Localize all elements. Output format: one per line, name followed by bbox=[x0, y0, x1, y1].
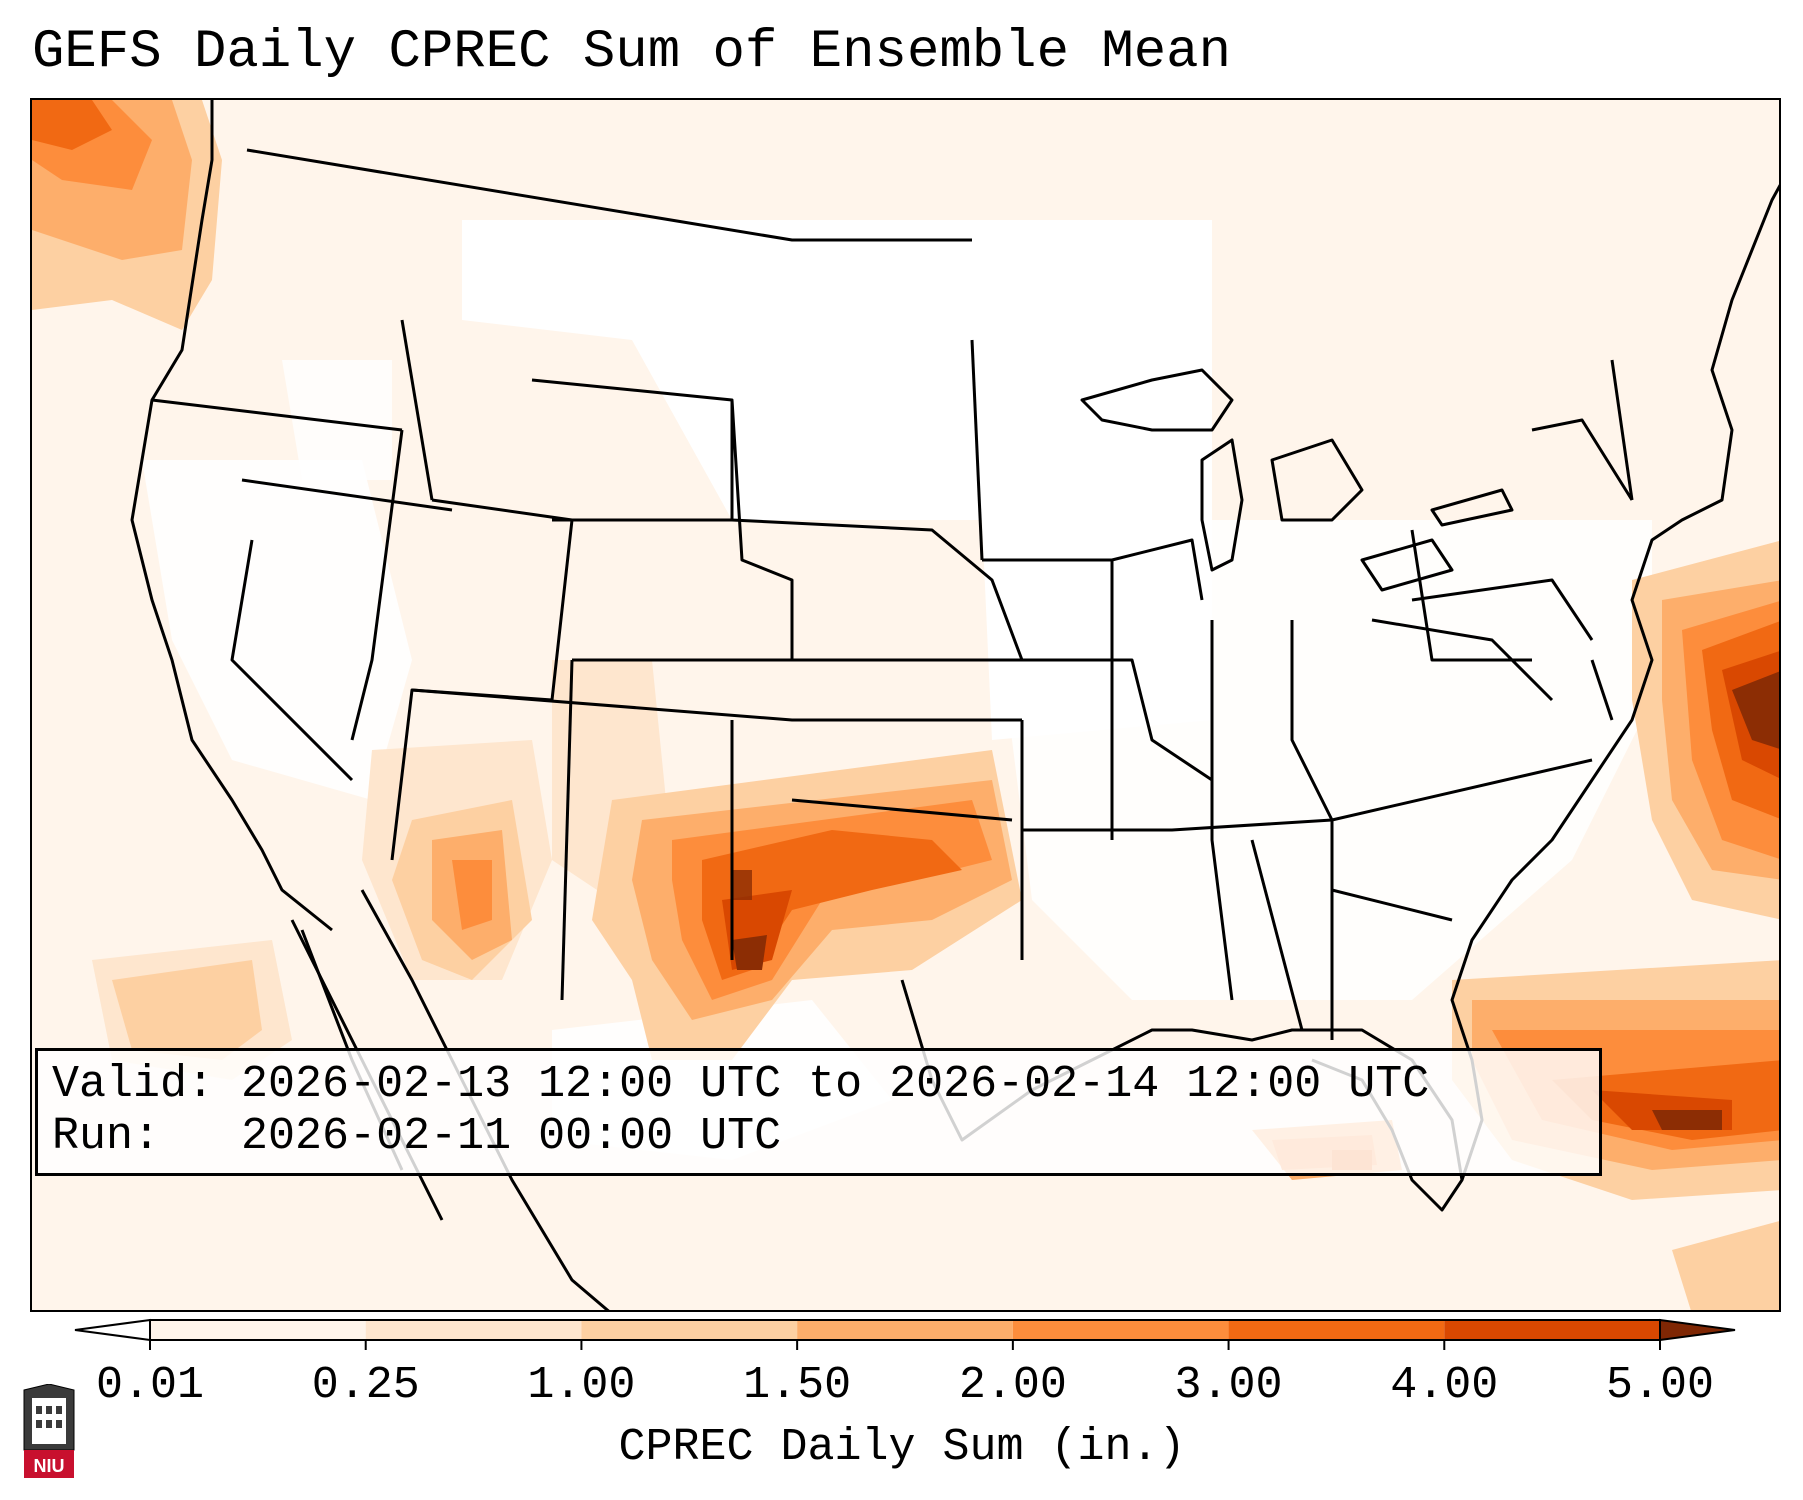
run-label: Run: bbox=[52, 1111, 161, 1162]
valid-label: Valid: bbox=[52, 1059, 215, 1110]
valid-value: 2026-02-13 12:00 UTC to 2026-02-14 12:00… bbox=[241, 1059, 1430, 1110]
colorbar-tick-label: 1.50 bbox=[743, 1360, 852, 1411]
run-line: Run: 2026-02-11 00:00 UTC bbox=[52, 1111, 781, 1162]
colorbar-label: CPREC Daily Sum (in.) bbox=[618, 1422, 1186, 1473]
colorbar-segment bbox=[150, 1320, 366, 1340]
logo-text: NIU bbox=[34, 1456, 65, 1476]
run-value: 2026-02-11 00:00 UTC bbox=[241, 1111, 782, 1162]
colorbar-under-extension bbox=[74, 1318, 151, 1342]
colorbar-tick-label: 4.00 bbox=[1390, 1360, 1499, 1411]
colorbar-segment bbox=[581, 1320, 798, 1340]
colorbar-tick-label: 0.25 bbox=[311, 1360, 420, 1411]
colorbar-tick-label: 0.01 bbox=[95, 1360, 205, 1411]
colorbar-segment bbox=[1228, 1320, 1445, 1340]
colorbar-tick-label: 1.00 bbox=[527, 1360, 636, 1411]
niu-logo-icon: NIU bbox=[23, 1384, 75, 1478]
colorbar-tick-label: 3.00 bbox=[1174, 1360, 1283, 1411]
colorbar-over-extension bbox=[1659, 1318, 1736, 1342]
colorbar-segment bbox=[1012, 1320, 1229, 1340]
info-box: Valid: 2026-02-13 12:00 UTC to 2026-02-1… bbox=[35, 1048, 1602, 1176]
colorbar-segment bbox=[365, 1320, 582, 1340]
valid-line: Valid: 2026-02-13 12:00 UTC to 2026-02-1… bbox=[52, 1059, 1429, 1110]
colorbar-segment bbox=[797, 1320, 1013, 1340]
boundaries bbox=[130, 100, 1779, 1310]
colorbar-tick-label: 5.00 bbox=[1605, 1360, 1715, 1411]
colorbar-segment bbox=[1444, 1320, 1660, 1340]
colorbar-outline bbox=[149, 1319, 1661, 1341]
map-title: GEFS Daily CPREC Sum of Ensemble Mean bbox=[32, 22, 1231, 83]
colorbar-tick-label: 2.00 bbox=[958, 1360, 1067, 1411]
